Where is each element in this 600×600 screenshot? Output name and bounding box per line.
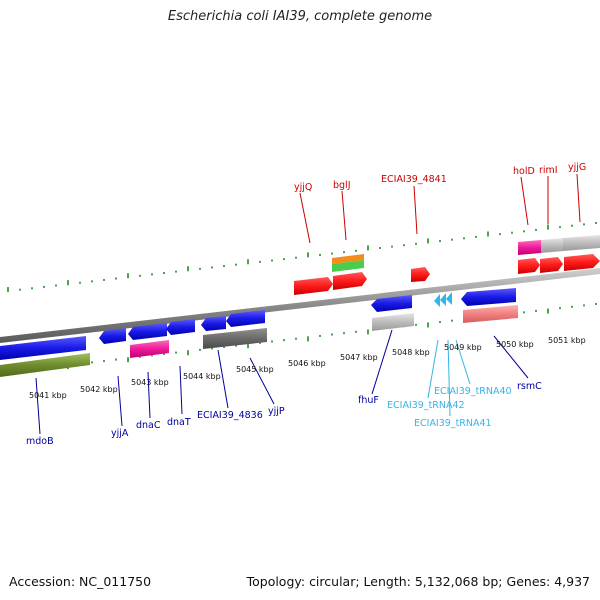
leader-line: [249, 357, 275, 405]
trna-ECIAI39_tRNA42[interactable]: [434, 294, 440, 307]
genome-summary: Topology: circular; Length: 5,132,068 bp…: [247, 574, 590, 589]
cds-mdoB-olive[interactable]: [0, 353, 90, 377]
leader-line: [147, 371, 151, 419]
leader-line: [217, 349, 229, 409]
cds-holD-pink[interactable]: [518, 240, 541, 255]
gene-ECIAI39_4841[interactable]: [411, 267, 430, 282]
trna-ECIAI39_tRNA40[interactable]: [446, 292, 452, 305]
genes-count-text: Genes: 4,937: [506, 574, 590, 589]
kbp-label: 5041 kbp: [29, 391, 67, 400]
gene-label[interactable]: dnaC: [136, 420, 161, 431]
gene-ECIAI39_4836[interactable]: [201, 316, 226, 331]
gene-dnaC[interactable]: [128, 323, 167, 340]
kbp-label: 5044 kbp: [183, 372, 221, 381]
gene-label[interactable]: ECIAI39_tRNA40: [434, 386, 512, 397]
cds-yjjG-gray[interactable]: [563, 235, 600, 251]
leader-line: [455, 339, 471, 385]
leader-line: [413, 185, 418, 235]
gene-yjjG[interactable]: [564, 254, 600, 271]
gene-label[interactable]: bglJ: [333, 180, 351, 191]
gene-yjjP[interactable]: [226, 310, 265, 327]
leader-line: [341, 190, 347, 241]
gene-rsmC[interactable]: [461, 288, 516, 306]
leader-line: [493, 335, 529, 379]
cds-dnaC-pink[interactable]: [130, 340, 169, 358]
leader-line: [299, 192, 311, 244]
gene-label[interactable]: dnaT: [167, 417, 191, 428]
leader-line: [179, 365, 183, 415]
gene-label[interactable]: yjjQ: [294, 182, 312, 193]
cds-fhuF-gray[interactable]: [372, 313, 414, 331]
leader-line: [117, 375, 123, 427]
kbp-label: 5046 kbp: [288, 359, 326, 368]
gene-rimI[interactable]: [540, 257, 563, 273]
kbp-label: 5042 kbp: [80, 385, 118, 394]
accession-text: Accession: NC_011750: [9, 574, 152, 589]
cds-bglJ-green[interactable]: [332, 260, 364, 272]
leader-line: [520, 176, 529, 226]
kbp-label: 5048 kbp: [392, 348, 430, 357]
kbp-axis-labels: 5041 kbp 5042 kbp 5043 kbp 5044 kbp 5045 kbp…: [29, 336, 586, 400]
gene-mdoB[interactable]: [0, 336, 86, 360]
upper-gene-labels: yjjQ bglJ ECIAI39_4841 holD rimI yjjG: [294, 162, 586, 244]
gene-label[interactable]: ECIAI39_tRNA41: [414, 418, 492, 429]
kbp-label: 5050 kbp: [496, 340, 534, 349]
gene-holD[interactable]: [518, 258, 540, 274]
leader-line: [576, 173, 581, 223]
gene-label[interactable]: fhuF: [358, 395, 379, 406]
cds-bglJ-orange[interactable]: [332, 254, 364, 264]
trna-ECIAI39_tRNA41[interactable]: [440, 293, 446, 306]
gene-fhuF[interactable]: [371, 295, 412, 312]
map-title: Escherichia coli IAI39, complete genome: [167, 9, 433, 24]
gene-label[interactable]: ECIAI39_4836: [197, 410, 263, 421]
gene-label[interactable]: holD: [513, 166, 535, 177]
gene-dnaT[interactable]: [166, 319, 195, 335]
gene-label[interactable]: yjjP: [268, 406, 285, 417]
gene-label[interactable]: ECIAI39_tRNA42: [387, 400, 465, 411]
leader-line: [427, 339, 439, 399]
genome-backbone: [0, 268, 600, 343]
gene-label[interactable]: rsmC: [517, 381, 542, 392]
leader-line: [371, 329, 393, 395]
reverse-strand-features: [0, 288, 518, 377]
kbp-label: 5047 kbp: [340, 353, 378, 362]
gene-label[interactable]: rimI: [539, 165, 558, 176]
cds-rsmC-salmon[interactable]: [463, 305, 518, 323]
kbp-label: 5051 kbp: [548, 336, 586, 345]
kbp-label: 5049 kbp: [444, 343, 482, 352]
topology-text: Topology: circular;: [246, 574, 360, 589]
forward-strand-features: [294, 235, 600, 295]
kbp-label: 5045 kbp: [236, 365, 274, 374]
length-text: Length: 5,132,068 bp;: [363, 574, 503, 589]
gene-label[interactable]: yjjG: [568, 162, 586, 173]
cds-yjjP-gray[interactable]: [203, 328, 267, 349]
upper-strand-axis: [7, 221, 597, 293]
kbp-label: 5043 kbp: [131, 378, 169, 387]
cds-rimI-gray[interactable]: [541, 238, 563, 253]
lower-gene-labels: mdoB yjjA dnaC dnaT ECIAI39_4836 yjjP fhuF ECIA…: [26, 329, 542, 447]
leader-line: [447, 339, 451, 417]
gene-yjjA[interactable]: [99, 328, 126, 344]
gene-label[interactable]: yjjA: [111, 428, 129, 439]
gene-bglJ[interactable]: [333, 272, 367, 290]
gene-label[interactable]: ECIAI39_4841: [381, 174, 447, 185]
leader-line: [35, 377, 41, 435]
gene-label[interactable]: mdoB: [26, 436, 54, 447]
gene-yjjQ[interactable]: [294, 277, 333, 295]
